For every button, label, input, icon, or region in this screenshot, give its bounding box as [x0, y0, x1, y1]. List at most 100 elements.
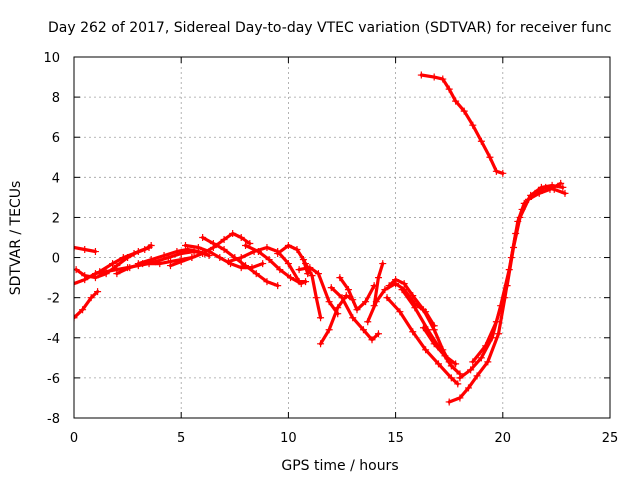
data-point: [364, 318, 372, 326]
data-point: [503, 282, 511, 290]
data-point: [220, 246, 228, 254]
data-point: [469, 121, 477, 129]
data-point: [94, 288, 102, 296]
x-axis-label: GPS time / hours: [281, 458, 398, 474]
data-point: [336, 274, 344, 282]
data-point: [126, 264, 134, 272]
series-track-2: [74, 256, 194, 286]
data-point: [482, 342, 490, 350]
data-point: [87, 294, 95, 302]
data-point: [224, 258, 232, 266]
data-point: [516, 213, 524, 221]
data-point: [557, 179, 565, 187]
y-tick-label: 4: [52, 171, 60, 186]
y-tick-label: 2: [52, 211, 60, 226]
data-point: [141, 246, 149, 254]
series-group: [74, 71, 569, 406]
data-point: [263, 244, 271, 252]
y-tick-label: -8: [47, 412, 60, 427]
data-point: [308, 272, 316, 280]
data-point: [338, 294, 346, 302]
data-point: [469, 358, 477, 366]
data-point: [199, 250, 207, 258]
data-point: [265, 256, 273, 264]
data-point: [486, 153, 494, 161]
grid-layer: [74, 57, 610, 418]
data-point: [537, 183, 545, 191]
data-point: [252, 270, 260, 278]
data-point: [96, 268, 104, 276]
data-point: [134, 260, 142, 268]
data-point: [276, 266, 284, 274]
data-point: [473, 372, 481, 380]
y-tick-label: -2: [47, 292, 60, 307]
data-point: [173, 248, 181, 256]
series-track-25: [447, 185, 567, 404]
data-point: [119, 254, 127, 262]
data-point: [441, 352, 449, 360]
data-point: [229, 229, 237, 237]
data-point: [452, 360, 460, 368]
data-point: [312, 294, 320, 302]
data-point: [447, 362, 455, 370]
data-point: [317, 314, 325, 322]
series-track-26: [458, 183, 565, 380]
data-point: [74, 314, 78, 322]
data-point: [254, 248, 262, 256]
data-point: [237, 264, 245, 272]
data-point: [372, 298, 380, 306]
data-point: [287, 274, 295, 282]
data-point: [274, 282, 282, 290]
data-point: [422, 346, 430, 354]
series-track-11: [226, 245, 308, 284]
data-point: [456, 374, 464, 382]
y-tick-label: 10: [43, 51, 60, 66]
y-tick-label: 6: [52, 131, 60, 146]
y-tick-label: -6: [47, 372, 60, 387]
data-point: [510, 244, 518, 252]
data-point: [314, 270, 322, 278]
data-point: [398, 286, 406, 294]
data-point: [102, 270, 110, 278]
data-point: [492, 167, 500, 175]
y-tick-label: -4: [47, 332, 60, 347]
data-point: [385, 282, 393, 290]
data-point: [181, 242, 189, 250]
data-point: [492, 318, 500, 326]
series-track-17: [329, 286, 380, 342]
data-point: [454, 380, 462, 388]
data-point: [147, 242, 155, 250]
plot-frame: [73, 56, 611, 419]
data-point: [302, 260, 310, 268]
data-point: [91, 248, 99, 256]
data-point: [419, 324, 427, 332]
x-tick-label: 25: [602, 431, 619, 446]
data-point: [237, 234, 245, 241]
data-point: [237, 254, 245, 262]
data-point: [263, 278, 271, 286]
data-point: [353, 306, 361, 314]
data-point: [284, 260, 292, 268]
data-point: [396, 308, 404, 316]
data-point: [379, 260, 387, 268]
data-point: [113, 262, 121, 270]
data-point: [374, 330, 382, 338]
data-point: [495, 330, 503, 338]
data-point: [439, 75, 447, 83]
data-point: [113, 270, 121, 278]
data-point: [274, 250, 282, 258]
data-point: [445, 85, 453, 93]
data-point: [306, 264, 314, 272]
data-point: [525, 195, 533, 203]
data-point: [430, 340, 438, 348]
data-point: [259, 260, 267, 268]
data-point: [430, 326, 438, 334]
data-point: [374, 274, 382, 282]
data-point: [91, 274, 99, 282]
data-point: [216, 254, 224, 262]
data-point: [460, 107, 468, 115]
data-point: [79, 306, 87, 314]
data-point: [559, 183, 567, 191]
series-track-23: [400, 288, 462, 376]
data-point: [293, 246, 301, 254]
